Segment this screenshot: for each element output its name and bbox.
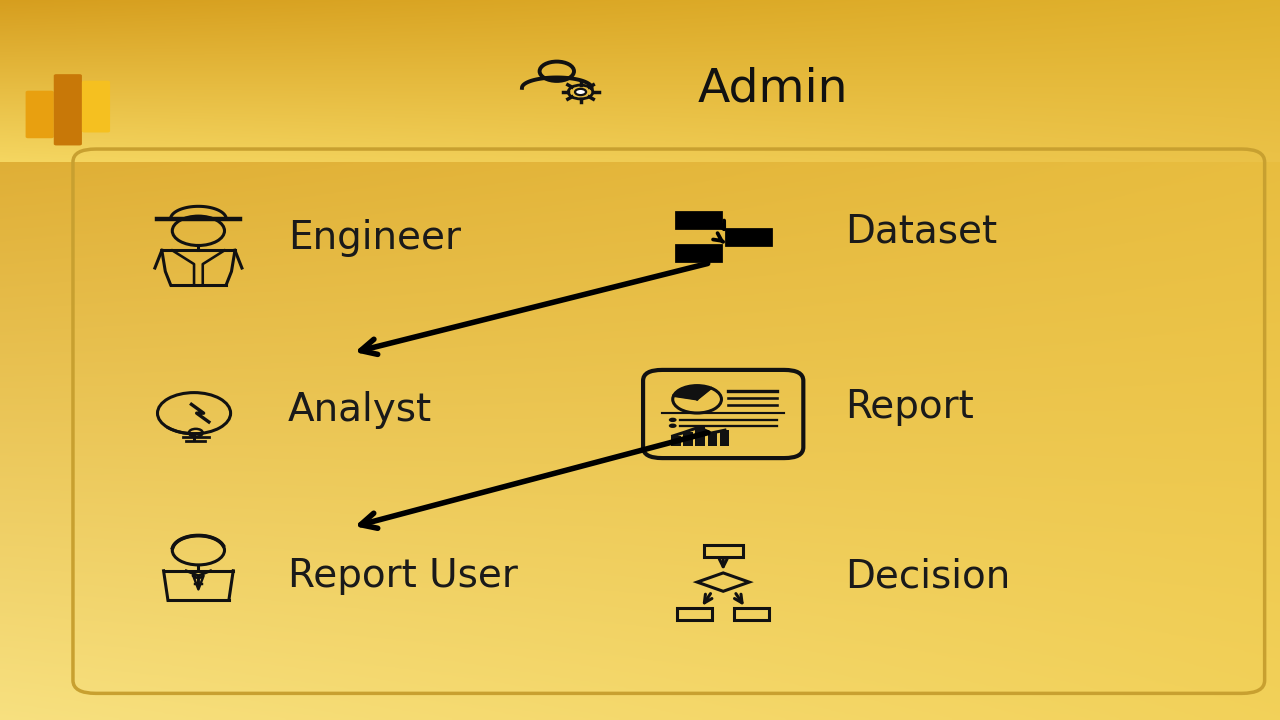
Circle shape (668, 418, 677, 422)
Bar (727, 230, 771, 245)
Text: Decision: Decision (845, 557, 1010, 595)
Wedge shape (673, 386, 712, 400)
Text: Analyst: Analyst (288, 392, 433, 429)
Bar (677, 246, 721, 261)
Bar (677, 213, 721, 228)
Bar (719, 430, 730, 446)
Text: Dataset: Dataset (845, 213, 997, 251)
Bar (677, 608, 712, 620)
Bar (735, 608, 769, 620)
Text: Engineer: Engineer (288, 219, 461, 256)
Text: Report: Report (845, 388, 974, 426)
Bar (671, 436, 681, 446)
Bar (695, 427, 705, 446)
Bar (708, 433, 717, 446)
FancyBboxPatch shape (26, 91, 54, 138)
Bar (684, 432, 692, 446)
Text: Report User: Report User (288, 557, 518, 595)
Circle shape (668, 423, 677, 428)
Circle shape (575, 89, 586, 95)
Bar (704, 545, 742, 557)
Text: Admin: Admin (698, 66, 849, 111)
FancyBboxPatch shape (54, 74, 82, 145)
FancyBboxPatch shape (82, 81, 110, 132)
